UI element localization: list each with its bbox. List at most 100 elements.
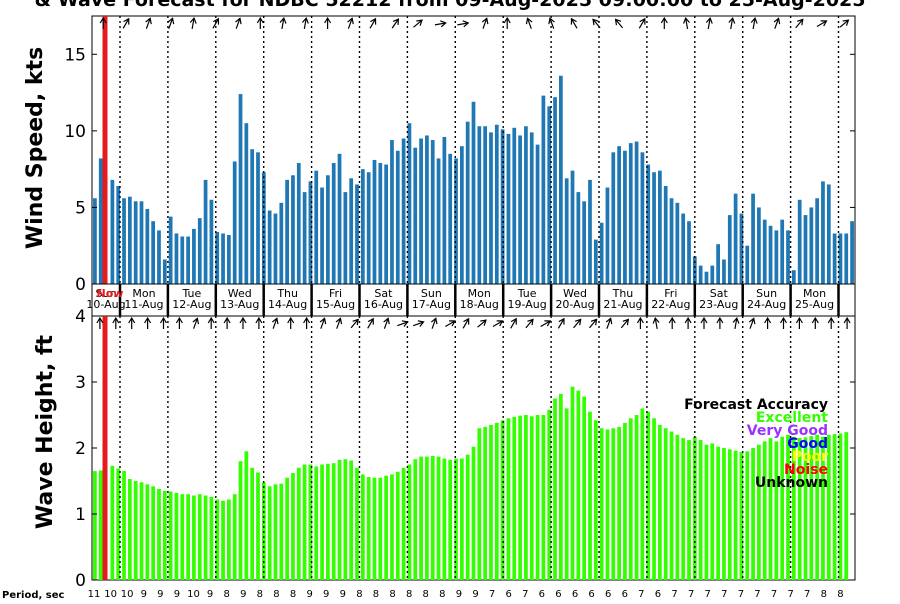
arrow-shaft xyxy=(350,319,358,329)
period-label: 9 xyxy=(472,589,478,600)
arrow-shaft xyxy=(589,319,597,329)
wind-bar xyxy=(145,208,150,284)
wave-bar xyxy=(803,437,808,580)
arrow-head xyxy=(496,320,504,327)
wave-bar xyxy=(320,464,324,580)
arrow-head xyxy=(525,17,533,25)
arrow-shaft xyxy=(412,321,423,327)
y-tick-label: 0 xyxy=(75,275,86,295)
wave-bar xyxy=(378,477,383,580)
period-label: 8 xyxy=(356,589,362,600)
wind-bar xyxy=(465,121,470,284)
wind-bar xyxy=(751,193,755,284)
wave-direction-arrow xyxy=(367,317,374,329)
wind-bar xyxy=(483,126,488,284)
arrow-head xyxy=(207,316,215,324)
arrow-head xyxy=(605,317,613,325)
wind-bar xyxy=(256,152,260,284)
wind-bar xyxy=(489,132,493,284)
wind-bar xyxy=(524,126,528,284)
wind-bar xyxy=(582,201,587,284)
date-label: 20-Aug xyxy=(555,298,594,311)
day-of-week-label: Sat xyxy=(374,287,393,300)
wave-bar xyxy=(826,434,831,580)
wave-bar xyxy=(628,418,633,580)
wave-bar xyxy=(302,464,307,580)
wave-bar xyxy=(582,396,587,580)
wave-bar xyxy=(751,448,755,580)
wave-bar xyxy=(133,481,138,580)
wind-bar xyxy=(768,225,773,284)
wave-direction-arrow xyxy=(192,317,200,329)
day-of-week-label: Mon xyxy=(132,287,155,300)
day-of-week-label: Sun xyxy=(96,287,117,300)
arrow-head xyxy=(639,17,646,25)
wave-bar xyxy=(162,490,167,580)
wave-bar xyxy=(576,390,581,580)
wind-direction-arrow xyxy=(481,17,489,29)
arrow-shaft xyxy=(734,318,738,330)
wave-direction-arrow xyxy=(412,320,425,327)
wind-bar xyxy=(384,164,388,284)
period-label: 9 xyxy=(306,589,312,600)
arrow-head xyxy=(748,317,756,325)
arrow-shaft xyxy=(557,319,564,329)
arrow-head xyxy=(700,316,708,324)
wind-bar xyxy=(477,126,482,284)
day-of-week-label: Wed xyxy=(563,287,587,300)
arrow-shaft xyxy=(571,19,578,29)
wind-bar xyxy=(832,233,837,284)
wave-bar xyxy=(832,434,837,580)
arrow-head xyxy=(797,18,804,26)
wind-bar xyxy=(425,135,429,284)
period-label: 7 xyxy=(771,589,777,600)
wind-bar xyxy=(232,161,237,284)
wave-bar xyxy=(279,483,284,580)
arrow-head xyxy=(652,316,660,324)
y-tick-label: 0 xyxy=(75,571,86,591)
wind-bar xyxy=(203,179,208,284)
arrow-head xyxy=(213,17,220,25)
period-label: 9 xyxy=(456,589,462,600)
arrow-head xyxy=(383,317,390,325)
arrow-head xyxy=(167,17,175,25)
wave-bar xyxy=(663,428,668,580)
wind-direction-arrow xyxy=(548,17,555,29)
wind-direction-arrow xyxy=(167,17,175,29)
wind-bar xyxy=(372,159,377,284)
wind-y-axis-label: Wind Speed, kts xyxy=(23,47,48,249)
wave-bar xyxy=(372,477,377,580)
wave-bar xyxy=(593,420,598,580)
wave-bar xyxy=(623,422,627,580)
y-tick-label: 3 xyxy=(75,373,86,393)
period-label: 9 xyxy=(157,589,163,600)
arrow-shaft xyxy=(482,19,487,29)
wave-bar xyxy=(669,431,674,580)
arrow-head xyxy=(750,16,758,24)
wind-bar xyxy=(780,219,785,284)
wave-bar xyxy=(285,477,289,580)
wave-bar xyxy=(541,415,546,580)
wind-bar xyxy=(687,221,691,284)
wave-bar xyxy=(296,467,301,580)
arrow-head xyxy=(112,316,120,324)
period-label: 8 xyxy=(373,589,379,600)
legend-entry: Noise xyxy=(784,462,828,478)
wind-bar xyxy=(797,199,802,284)
arrow-head xyxy=(123,17,130,25)
period-label: 9 xyxy=(240,589,246,600)
wind-bar xyxy=(279,202,284,284)
wave-bar xyxy=(116,468,121,580)
wind-bar xyxy=(850,221,854,284)
wave-bar xyxy=(227,499,231,580)
wave-direction-arrow xyxy=(287,316,295,329)
arrow-shaft xyxy=(615,19,624,29)
wind-bar xyxy=(355,184,359,284)
wind-bar xyxy=(570,170,575,284)
wave-bar xyxy=(588,411,592,580)
wave-direction-arrow xyxy=(827,316,835,329)
arrow-head xyxy=(367,317,374,325)
wave-bar xyxy=(192,495,196,580)
wind-bar xyxy=(314,170,319,284)
wind-direction-arrow xyxy=(750,16,758,30)
